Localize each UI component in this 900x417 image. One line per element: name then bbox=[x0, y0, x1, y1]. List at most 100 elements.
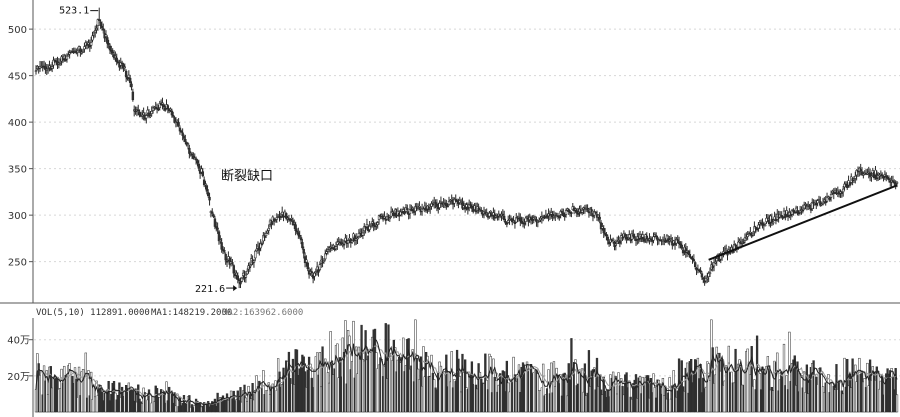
candle bbox=[162, 103, 166, 111]
volume-bar bbox=[239, 387, 242, 413]
volume-bar bbox=[213, 398, 217, 413]
candle bbox=[663, 233, 666, 246]
candle bbox=[661, 236, 665, 246]
volume-bar bbox=[595, 357, 599, 413]
candle bbox=[548, 210, 552, 220]
candle bbox=[700, 271, 704, 280]
candle bbox=[524, 216, 527, 226]
candle bbox=[267, 224, 270, 235]
candle bbox=[260, 241, 264, 247]
candle bbox=[34, 65, 38, 75]
candle bbox=[408, 204, 412, 219]
candle bbox=[761, 218, 764, 229]
volume-bar bbox=[680, 360, 683, 413]
candle bbox=[434, 199, 437, 209]
candle bbox=[502, 210, 506, 222]
volume-bar bbox=[450, 351, 453, 413]
candle bbox=[816, 198, 819, 207]
candle bbox=[236, 272, 239, 284]
price-tick-label: 400 bbox=[8, 118, 27, 129]
candle bbox=[505, 221, 509, 228]
volume-bar bbox=[685, 362, 689, 413]
candle bbox=[680, 241, 683, 250]
candle bbox=[699, 267, 702, 274]
candle bbox=[590, 206, 593, 217]
trendline bbox=[708, 184, 898, 261]
candle bbox=[285, 212, 288, 221]
candle bbox=[598, 212, 601, 224]
volume-bar bbox=[262, 370, 265, 413]
candle bbox=[155, 103, 159, 114]
candle bbox=[246, 268, 249, 276]
candle bbox=[301, 238, 304, 250]
candle bbox=[128, 74, 132, 88]
volume-legend: VOL(5,10) 112891.0000 MA1:148219.2000 MA… bbox=[36, 308, 303, 318]
candle bbox=[684, 243, 687, 258]
candle bbox=[56, 56, 59, 69]
candle bbox=[688, 249, 692, 258]
candle bbox=[883, 170, 887, 181]
candle bbox=[184, 134, 187, 145]
volume-bar bbox=[547, 369, 550, 413]
candle bbox=[44, 62, 47, 74]
candle bbox=[862, 171, 865, 179]
volume-bar bbox=[782, 343, 786, 413]
candle bbox=[372, 219, 375, 232]
candle bbox=[489, 210, 492, 218]
volume-bar bbox=[796, 361, 799, 413]
candle bbox=[130, 81, 133, 91]
candle bbox=[248, 261, 252, 272]
candle bbox=[224, 252, 227, 265]
candle bbox=[89, 36, 93, 49]
price-tick-label: 450 bbox=[8, 72, 27, 83]
candle bbox=[102, 23, 105, 34]
candle bbox=[96, 18, 100, 31]
candle bbox=[262, 232, 265, 244]
volume-bar bbox=[835, 364, 838, 413]
candle bbox=[220, 237, 223, 253]
candle bbox=[85, 41, 89, 50]
volume-bar bbox=[564, 374, 568, 413]
volume-bar bbox=[251, 383, 254, 413]
candle bbox=[359, 228, 362, 238]
candle bbox=[692, 254, 696, 263]
candle bbox=[746, 231, 749, 241]
candle bbox=[652, 232, 655, 244]
volume-bar bbox=[634, 374, 638, 413]
volume-bar bbox=[646, 375, 650, 413]
volume-bar bbox=[173, 392, 176, 413]
candle bbox=[668, 235, 671, 246]
volume-bar bbox=[344, 320, 347, 413]
candle bbox=[832, 188, 835, 200]
candle bbox=[65, 53, 69, 63]
candle bbox=[223, 247, 226, 254]
vol-legend-ma1: MA1:148219.2000 bbox=[151, 308, 232, 318]
volume-bar bbox=[445, 354, 448, 413]
candle bbox=[202, 176, 206, 188]
candle bbox=[88, 39, 92, 52]
candle bbox=[611, 237, 615, 244]
candle bbox=[186, 142, 190, 150]
candle bbox=[252, 259, 256, 268]
candle bbox=[550, 207, 553, 219]
candle bbox=[208, 192, 211, 206]
candle bbox=[115, 53, 118, 66]
candle bbox=[338, 238, 342, 247]
candle bbox=[204, 181, 207, 190]
candle bbox=[106, 35, 109, 49]
volume-bar bbox=[318, 352, 322, 413]
price-tick-label: 300 bbox=[8, 211, 27, 222]
candle bbox=[556, 212, 560, 220]
candle bbox=[841, 185, 845, 197]
volume-tick-label: 40万 bbox=[7, 336, 30, 347]
candle bbox=[145, 113, 148, 124]
volume-bar bbox=[84, 352, 87, 413]
volume-bar bbox=[581, 368, 584, 413]
volume-bar bbox=[75, 378, 78, 413]
candle bbox=[166, 104, 170, 114]
candle bbox=[177, 118, 180, 128]
candle bbox=[329, 241, 332, 253]
candle bbox=[161, 97, 164, 110]
candle bbox=[829, 190, 833, 202]
